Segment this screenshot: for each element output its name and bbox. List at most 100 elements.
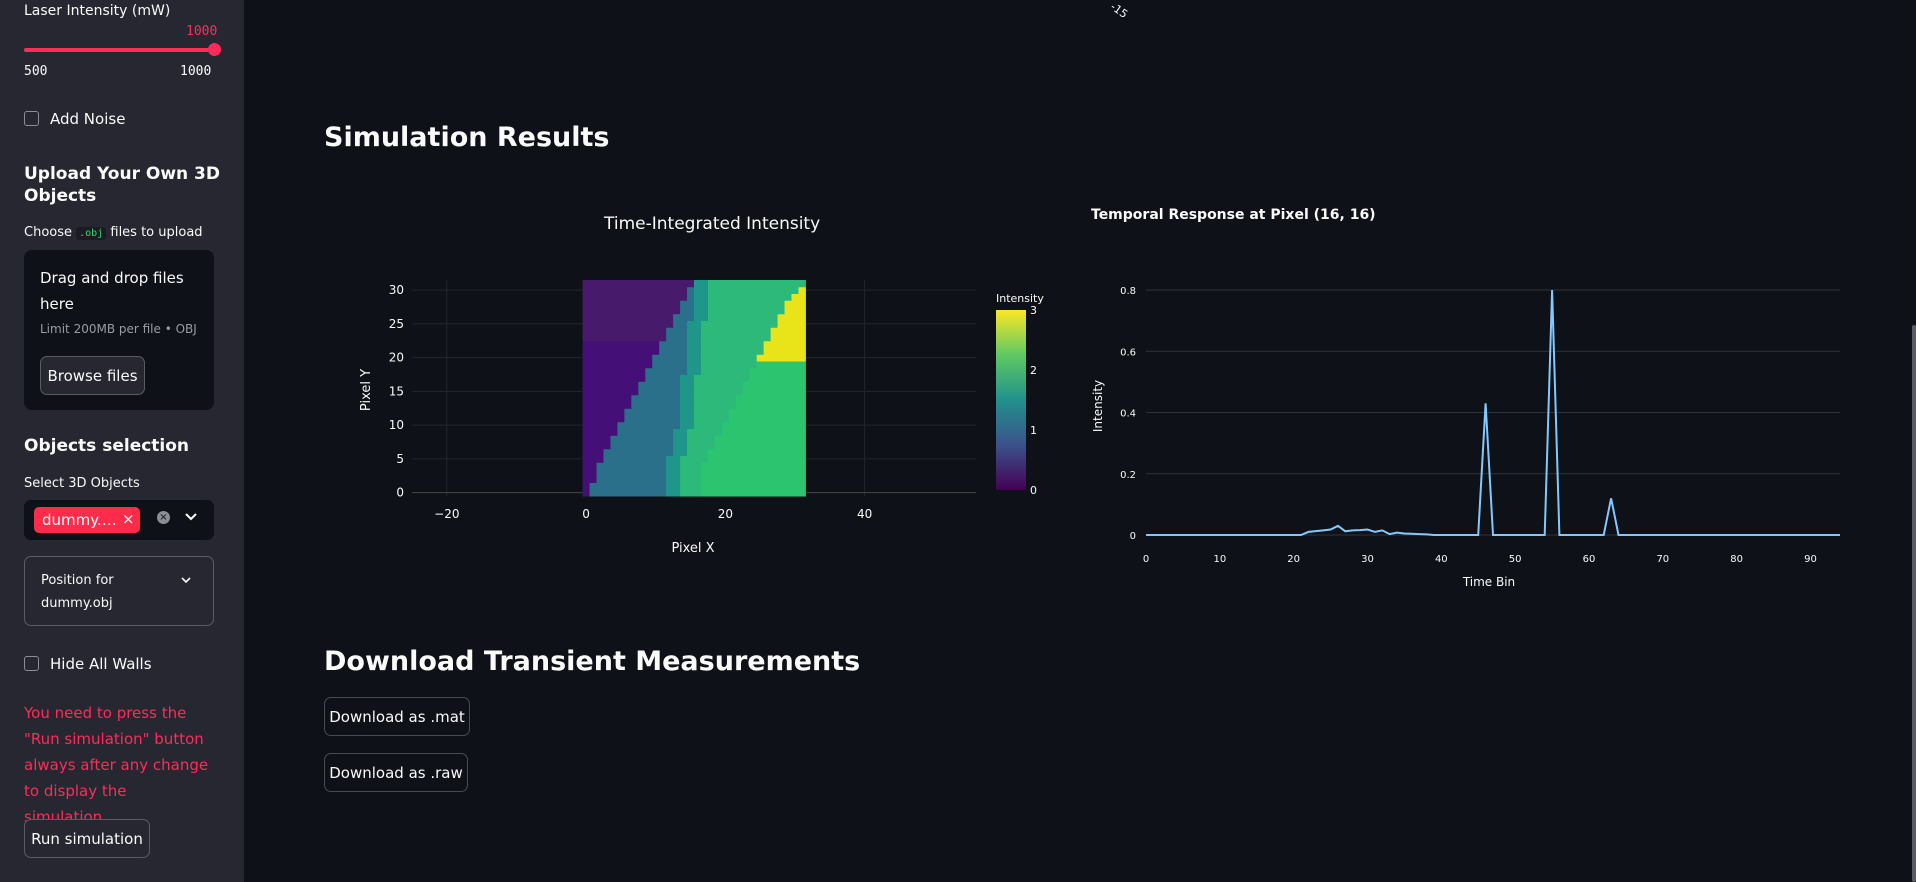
selected-object-chip[interactable]: dummy.… × <box>34 507 140 533</box>
heatmap-cell <box>756 482 765 490</box>
heatmap-cell <box>659 489 667 497</box>
heatmap-cell <box>680 374 688 382</box>
heatmap-cell <box>694 455 702 463</box>
chip-remove-icon[interactable]: × <box>122 510 135 528</box>
page-scrollbar[interactable] <box>1912 325 1916 882</box>
heatmap-cell <box>707 469 716 477</box>
heatmap-cell <box>617 347 625 355</box>
heatmap-cell <box>798 300 806 308</box>
heatmap-cell <box>687 354 695 362</box>
heatmap-cell <box>791 300 799 308</box>
heatmap-cell <box>645 462 653 470</box>
heatmap-cell <box>763 442 772 450</box>
heatmap-cell <box>714 286 723 294</box>
heatmap-cell <box>645 448 653 456</box>
heatmap-cell <box>680 394 688 402</box>
heatmap-cell <box>714 361 723 369</box>
heatmap-cell <box>617 401 625 409</box>
heatmap-cell <box>749 361 758 369</box>
heatmap-cell <box>659 340 667 348</box>
heatmap-cell <box>728 361 737 369</box>
heatmap-cell <box>624 300 632 308</box>
heatmap-cell <box>798 401 806 409</box>
heatmap-cell <box>589 300 598 308</box>
heatmap-cell <box>735 307 744 315</box>
heatmap-cell <box>770 435 779 443</box>
heatmap-cell <box>652 448 660 456</box>
laser-intensity-slider-thumb[interactable] <box>208 43 221 56</box>
heatmap-cell <box>777 374 786 382</box>
heatmap-cell <box>624 388 632 396</box>
select-objects-label: Select 3D Objects <box>24 476 140 491</box>
heatmap-cell <box>596 320 604 328</box>
heatmap-cell <box>728 401 737 409</box>
expander-chevron-icon[interactable] <box>180 571 192 590</box>
heatmap-cell <box>687 334 695 342</box>
file-dropzone[interactable]: Drag and drop files here Limit 200MB per… <box>24 250 214 410</box>
heatmap-cell <box>596 340 604 348</box>
heatmap-cell <box>749 469 758 477</box>
heatmap-cell <box>777 435 786 443</box>
line-ytick: 0.4 <box>1120 409 1136 420</box>
heatmap-cell <box>582 401 591 409</box>
heatmap-cell <box>756 475 765 483</box>
chevron-down-icon[interactable] <box>184 509 198 528</box>
line-xtick: 10 <box>1213 554 1226 565</box>
heatmap-cell <box>714 401 723 409</box>
heatmap-cell <box>700 334 709 342</box>
heatmap-cell <box>631 293 639 301</box>
heatmap-cell <box>687 361 695 369</box>
position-expander[interactable]: Position for dummy.obj <box>24 556 214 626</box>
heatmap-cell <box>603 374 611 382</box>
laser-intensity-slider-track[interactable] <box>24 48 214 52</box>
heatmap-cell <box>756 462 765 470</box>
heatmap-cell <box>638 482 646 490</box>
heatmap-cell <box>749 408 758 416</box>
run-simulation-button[interactable]: Run simulation <box>24 819 150 858</box>
heatmap-cell <box>603 293 611 301</box>
heatmap-cell <box>638 367 646 375</box>
browse-files-button[interactable]: Browse files <box>40 356 145 395</box>
heatmap-cell <box>735 347 744 355</box>
objects-multiselect[interactable]: dummy.… × × <box>24 500 214 540</box>
heatmap-cell <box>638 293 646 301</box>
heatmap-cell <box>638 347 646 355</box>
heatmap-cell <box>749 293 758 301</box>
heatmap-cell <box>756 293 765 301</box>
heatmap-cell <box>645 435 653 443</box>
heatmap-cell <box>707 401 716 409</box>
heatmap-cell <box>749 327 758 335</box>
heatmap-cell <box>777 280 786 288</box>
heatmap-cell <box>798 388 806 396</box>
heatmap-cell <box>610 286 618 294</box>
slider-max-label: 1000 <box>180 64 212 79</box>
heatmap-cell <box>638 469 646 477</box>
download-raw-button[interactable]: Download as .raw <box>324 753 468 792</box>
heatmap-cell <box>673 340 681 348</box>
heatmap-cell <box>756 428 765 436</box>
heatmap-cell <box>680 408 688 416</box>
heatmap-cell <box>680 320 688 328</box>
heatmap-cell <box>617 334 625 342</box>
heatmap-cell <box>791 354 799 362</box>
heatmap-cell <box>638 327 646 335</box>
heatmap-cell <box>610 327 618 335</box>
heatmap-cell <box>728 340 737 348</box>
clear-all-icon[interactable]: × <box>157 511 170 524</box>
heatmap-cell <box>680 415 688 423</box>
heatmap-cell <box>694 340 702 348</box>
heatmap-cell <box>798 462 806 470</box>
heatmap-cell <box>742 489 751 497</box>
heatmap-cell <box>680 475 688 483</box>
heatmap-cell <box>721 307 730 315</box>
heatmap-cell <box>735 340 744 348</box>
heatmap-cell <box>659 462 667 470</box>
add-noise-checkbox[interactable] <box>24 111 39 126</box>
heatmap-cell <box>638 475 646 483</box>
heatmap-cell <box>728 421 737 429</box>
download-mat-button[interactable]: Download as .mat <box>324 697 470 736</box>
heatmap-cell <box>721 340 730 348</box>
hide-walls-checkbox[interactable] <box>24 656 39 671</box>
heatmap-cell <box>589 435 598 443</box>
heatmap-title: Time-Integrated Intensity <box>604 214 821 234</box>
